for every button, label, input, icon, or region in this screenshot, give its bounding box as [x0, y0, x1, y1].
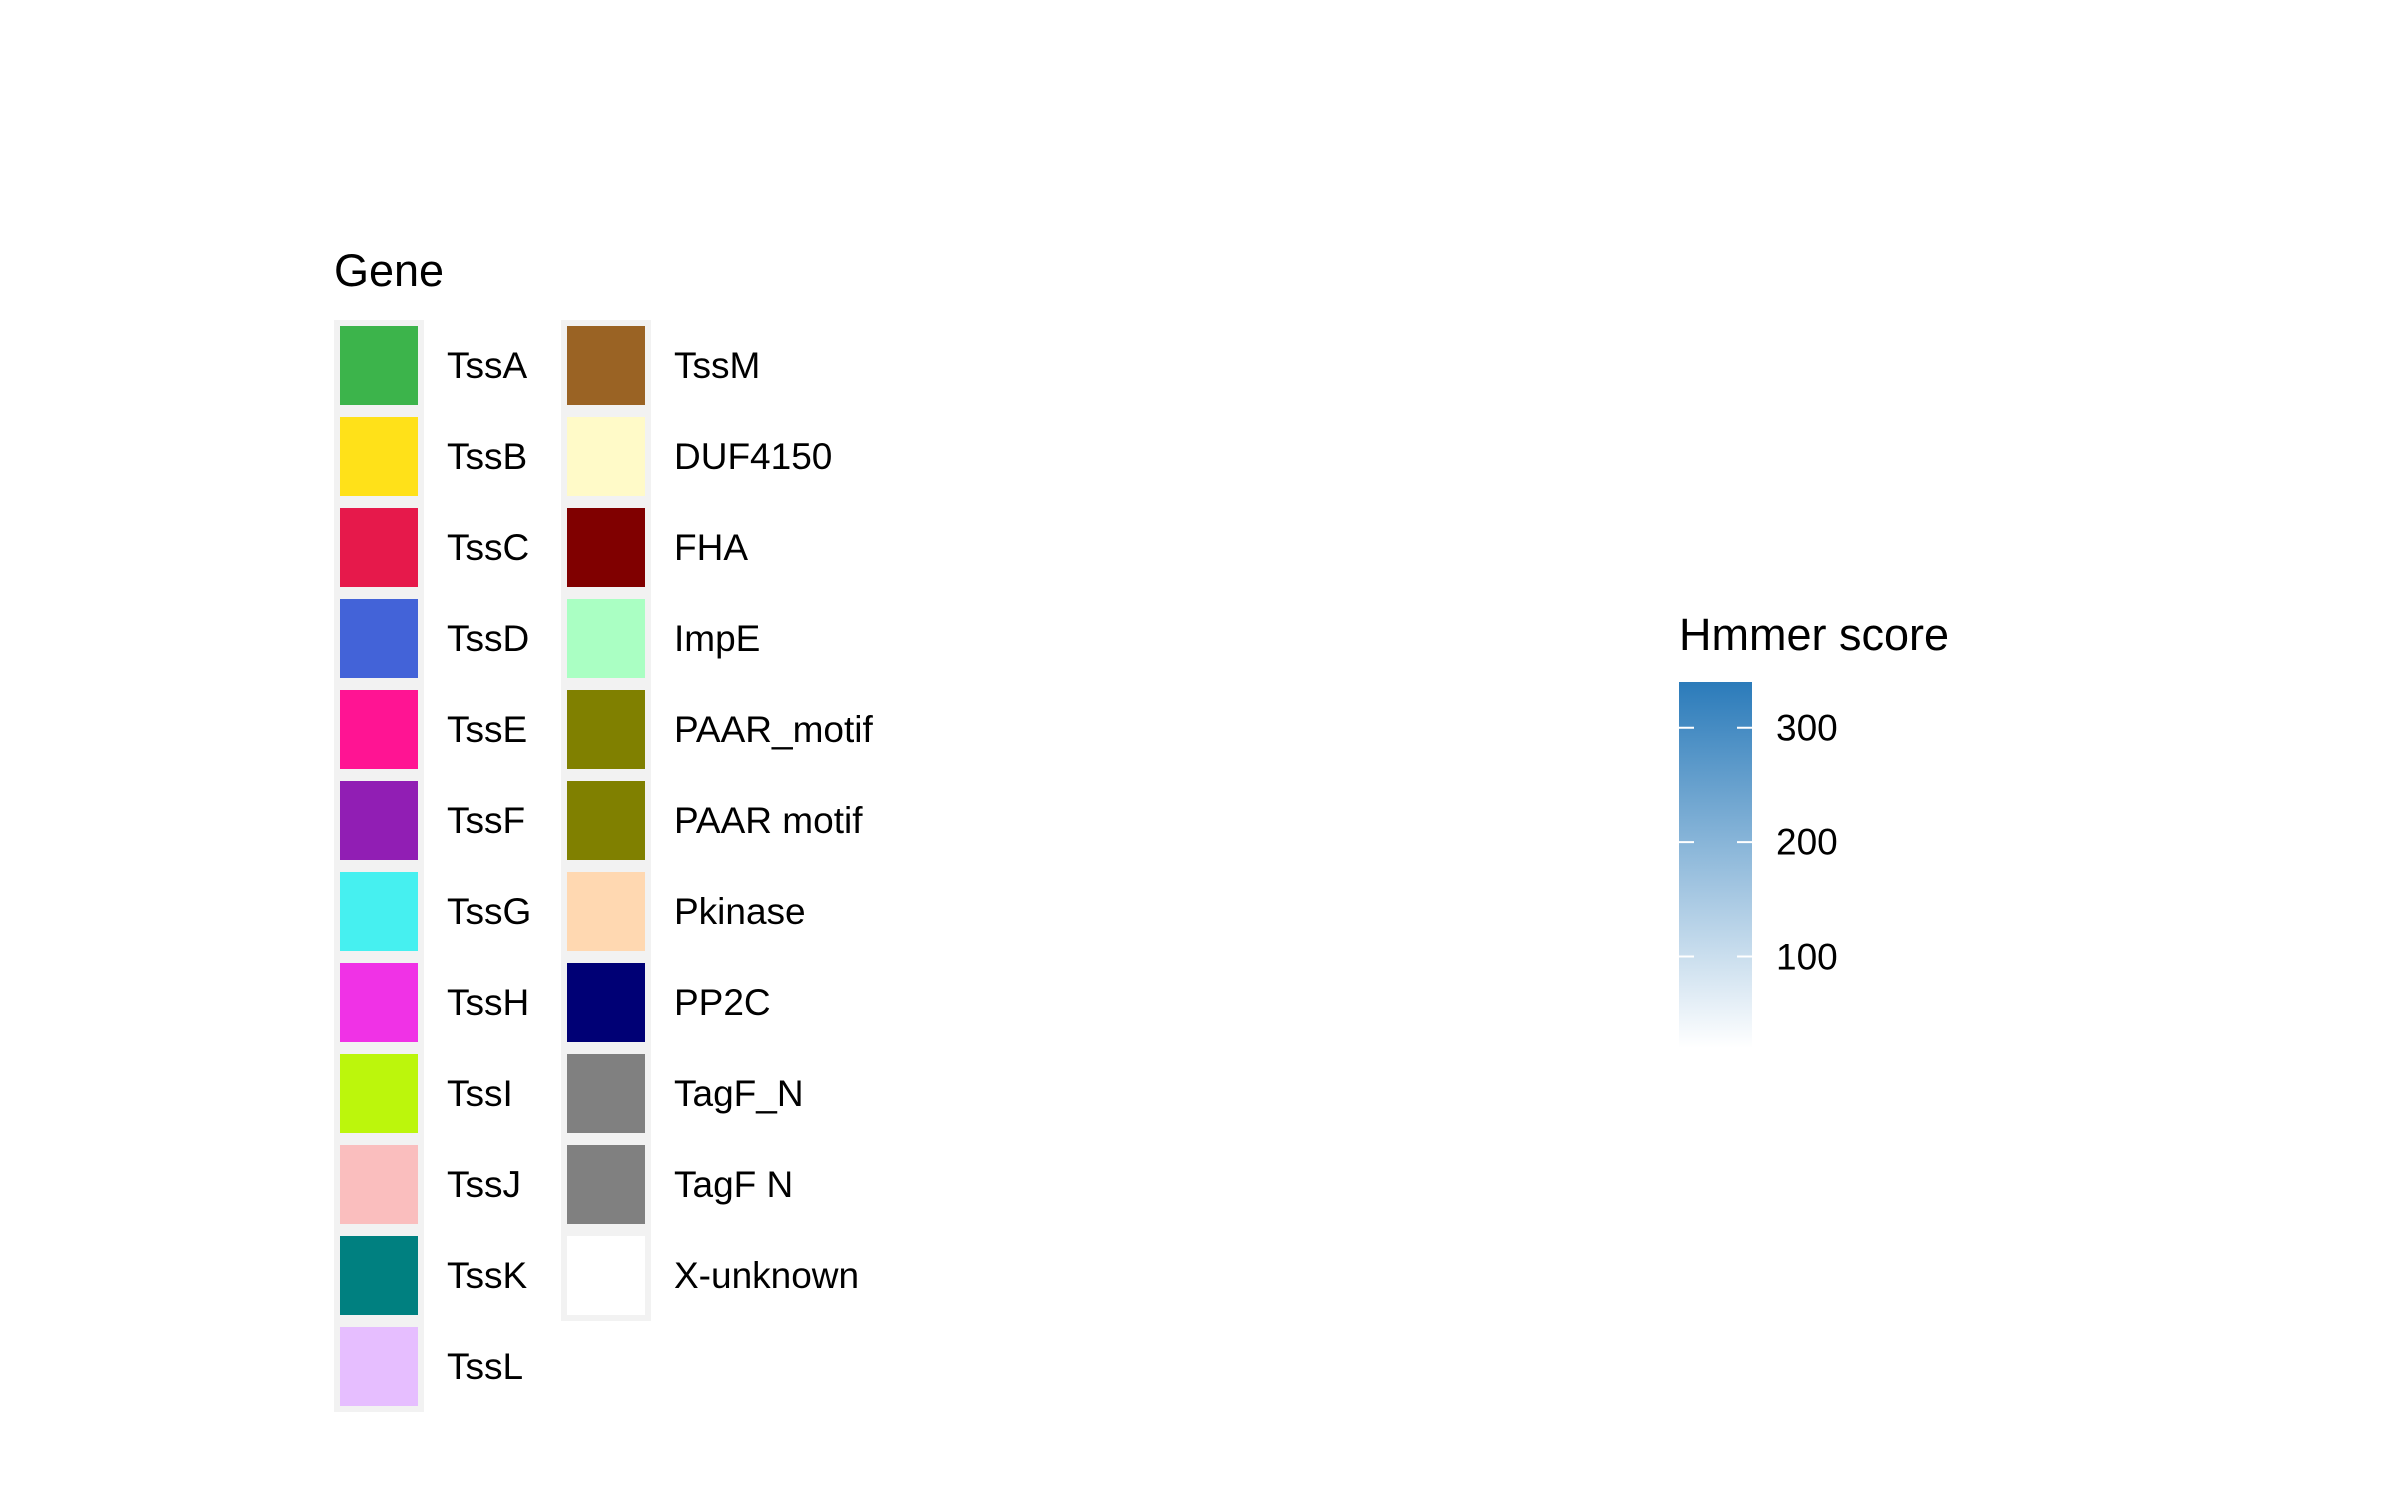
gene-color-swatch: [567, 690, 645, 769]
gene-legend-label: DUF4150: [674, 436, 833, 477]
gene-legend-label: TssI: [447, 1073, 513, 1114]
gene-legend-key: [561, 957, 651, 1048]
gene-legend-title: Gene: [334, 245, 445, 296]
gene-color-swatch: [567, 1236, 645, 1315]
gene-color-swatch: [340, 963, 418, 1042]
gene-legend-label: TssA: [447, 345, 528, 386]
colorbar-tick-label: 300: [1776, 707, 1838, 749]
gene-color-swatch: [340, 1054, 418, 1133]
gene-color-swatch: [567, 781, 645, 860]
gene-legend-label: TssH: [447, 982, 530, 1023]
colorbar-fill: [1679, 682, 1752, 1048]
gene-color-swatch: [567, 1145, 645, 1224]
gene-legend-label: ImpE: [674, 618, 761, 659]
gene-legend-key: [334, 957, 424, 1048]
gene-legend-key: [334, 502, 424, 593]
gene-color-swatch: [340, 417, 418, 496]
gene-color-swatch: [340, 326, 418, 405]
gene-legend-key: [334, 684, 424, 775]
gene-legend-key: [561, 1230, 651, 1321]
gene-legend-label: TagF_N: [674, 1073, 804, 1114]
gene-color-swatch: [567, 963, 645, 1042]
gene-legend-label: X-unknown: [674, 1255, 860, 1296]
gene-color-swatch: [567, 599, 645, 678]
gene-legend-label: Pkinase: [674, 891, 806, 932]
gene-legend-key: [561, 411, 651, 502]
gene-legend-key: [334, 775, 424, 866]
gene-legend-label: TssM: [674, 345, 761, 386]
gene-legend-label: PAAR_motif: [674, 709, 873, 750]
colorbar-tick-label: 100: [1776, 936, 1838, 977]
hmmer-score-legend-title: Hmmer score: [1679, 609, 1950, 660]
gene-legend-entries: TssA TssB TssC TssD TssE TssF TssG TssH TssI TssJ…: [334, 320, 1034, 1420]
gene-legend-label: TssF: [447, 800, 526, 841]
gene-legend-key: [334, 593, 424, 684]
gene-color-swatch: [340, 690, 418, 769]
hmmer-score-tick-labels: 100 200 300: [1679, 682, 1929, 1048]
gene-color-swatch: [567, 508, 645, 587]
colorbar-tick-label: 200: [1776, 821, 1838, 863]
gene-legend-label: TagF N: [674, 1164, 794, 1205]
gene-legend-key: [334, 866, 424, 957]
gene-legend-label: TssL: [447, 1346, 524, 1387]
gene-color-swatch: [340, 599, 418, 678]
gene-color-swatch: [567, 872, 645, 951]
gene-legend-label: TssE: [447, 709, 528, 750]
gene-color-swatch: [340, 872, 418, 951]
gene-legend-key: [561, 866, 651, 957]
gene-legend-label: TssC: [447, 527, 530, 568]
gene-color-swatch: [340, 1327, 418, 1406]
gene-legend-key: [334, 1230, 424, 1321]
gene-legend-key: [561, 1139, 651, 1230]
gene-legend-label: TssK: [447, 1255, 528, 1296]
gene-legend-label: TssD: [447, 618, 530, 659]
hmmer-score-legend: Hmmer score 100 200 300: [1679, 609, 1950, 1048]
gene-legend-key: [561, 593, 651, 684]
gene-legend-key: [561, 320, 651, 411]
gene-legend-key: [334, 1321, 424, 1412]
gene-legend-key: [561, 684, 651, 775]
gene-legend-label: PP2C: [674, 982, 771, 1023]
gene-color-swatch: [340, 1145, 418, 1224]
gene-color-swatch: [340, 1236, 418, 1315]
gene-legend-label: TssB: [447, 436, 528, 477]
gene-legend-key: [561, 775, 651, 866]
gene-legend-key: [561, 1048, 651, 1139]
gene-legend: Gene TssA TssB TssC TssD TssE TssF TssG TssH Tss…: [334, 245, 873, 1412]
gene-color-swatch: [340, 508, 418, 587]
gene-color-swatch: [567, 326, 645, 405]
gene-legend-key: [561, 502, 651, 593]
gene-legend-key: [334, 320, 424, 411]
colorbar-gradient: [1679, 682, 1752, 1048]
gene-legend-key: [334, 1139, 424, 1230]
gene-color-swatch: [567, 417, 645, 496]
gene-legend-label: FHA: [674, 527, 748, 568]
gene-legend-key: [334, 1048, 424, 1139]
hmmer-score-colorbar: [1679, 682, 1752, 1048]
gene-color-swatch: [340, 781, 418, 860]
gene-legend-label: TssG: [447, 891, 532, 932]
gene-legend-key: [334, 411, 424, 502]
gene-legend-label: TssJ: [447, 1164, 521, 1205]
gene-legend-label: PAAR motif: [674, 800, 863, 841]
gene-color-swatch: [567, 1054, 645, 1133]
